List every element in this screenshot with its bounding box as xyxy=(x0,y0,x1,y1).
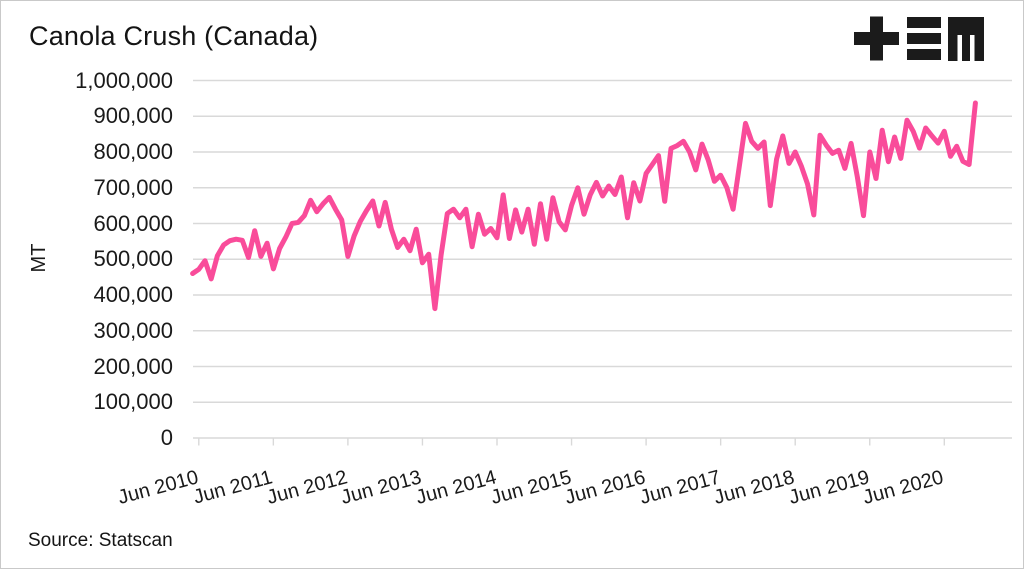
y-tick-label: 0 xyxy=(160,425,173,450)
y-tick-label: 500,000 xyxy=(93,246,173,272)
y-tick-label: 1,000,000 xyxy=(75,67,173,93)
x-axis-ticks xyxy=(198,438,945,446)
y-tick-label: 900,000 xyxy=(93,103,173,129)
blocky-m-icon xyxy=(948,17,984,61)
y-axis-title: MT xyxy=(28,243,50,273)
y-tick-label: 800,000 xyxy=(93,139,173,164)
y-tick-label: 600,000 xyxy=(93,210,173,236)
y-tick-label: 700,000 xyxy=(93,174,173,200)
y-tick-label: 100,000 xyxy=(93,389,173,415)
canola-crush-line xyxy=(190,100,978,312)
y-tick-label: 200,000 xyxy=(93,353,173,379)
plus-icon xyxy=(854,16,899,61)
triple-bar-icon xyxy=(907,17,941,60)
chart-title: Canola Crush (Canada) xyxy=(29,21,319,51)
y-tick-label: 300,000 xyxy=(93,317,173,343)
gridlines xyxy=(193,79,1012,439)
source-note: Source: Statscan xyxy=(28,530,173,551)
brand-logo xyxy=(854,16,984,61)
y-tick-label: 400,000 xyxy=(93,282,173,307)
